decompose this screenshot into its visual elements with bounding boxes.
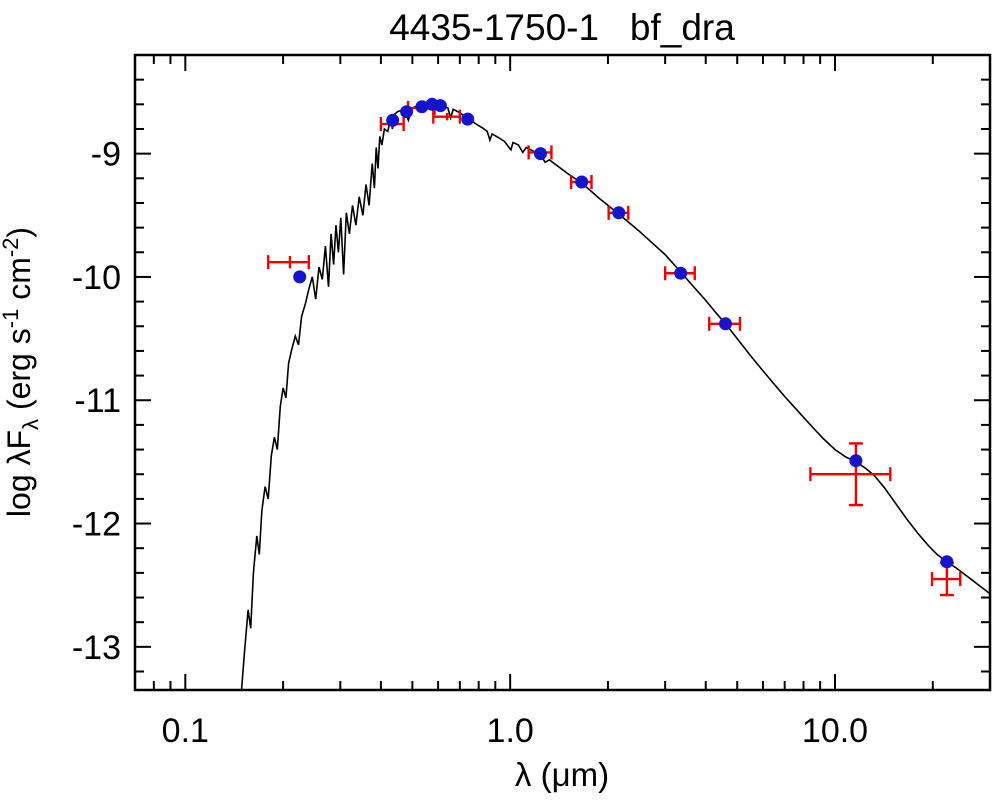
plot-content: 0.1 1.0 10.0 -9 -10 -11 -12 -13 bbox=[72, 55, 990, 750]
y-axis-label: log λFλ (erg s-1 cm-2) bbox=[0, 227, 43, 517]
model-point bbox=[400, 105, 414, 119]
observed-point bbox=[267, 255, 311, 270]
plot-frame bbox=[133, 53, 992, 692]
x-tick-label: 1.0 bbox=[487, 712, 534, 750]
observed-point bbox=[809, 442, 892, 507]
model-point bbox=[575, 175, 589, 189]
model-spectrum-curve bbox=[240, 103, 990, 690]
model-point bbox=[461, 112, 475, 126]
model-point bbox=[674, 266, 688, 280]
model-point bbox=[415, 100, 429, 114]
model-point bbox=[534, 147, 547, 161]
chart-title: 4435-1750-1 bf_dra bbox=[389, 7, 735, 48]
model-point bbox=[612, 206, 626, 220]
y-tick-label: -11 bbox=[74, 382, 121, 420]
y-axis-label-sup1: -1 bbox=[0, 309, 23, 329]
model-point bbox=[940, 555, 954, 569]
y-axis-label-sup2: -2 bbox=[0, 238, 23, 258]
y-axis-label-main: log λF bbox=[1, 430, 37, 517]
model-photometry bbox=[293, 97, 954, 569]
model-point bbox=[293, 270, 307, 284]
axes-ticks bbox=[135, 55, 990, 690]
model-point bbox=[849, 454, 863, 468]
x-axis-label: λ (μm) bbox=[515, 756, 609, 793]
y-tick-label: -9 bbox=[91, 136, 121, 174]
observed-point bbox=[432, 109, 462, 124]
y-tick-label: -12 bbox=[72, 506, 121, 544]
y-axis-label-sub: λ bbox=[18, 419, 43, 430]
y-tick-label: -10 bbox=[72, 259, 121, 297]
x-tick-label: 10.0 bbox=[802, 712, 868, 750]
model-point bbox=[719, 317, 732, 331]
model-point bbox=[386, 113, 400, 127]
x-tick-label: 0.1 bbox=[162, 712, 209, 750]
y-tick-label: -13 bbox=[72, 629, 121, 667]
model-point bbox=[433, 99, 447, 113]
